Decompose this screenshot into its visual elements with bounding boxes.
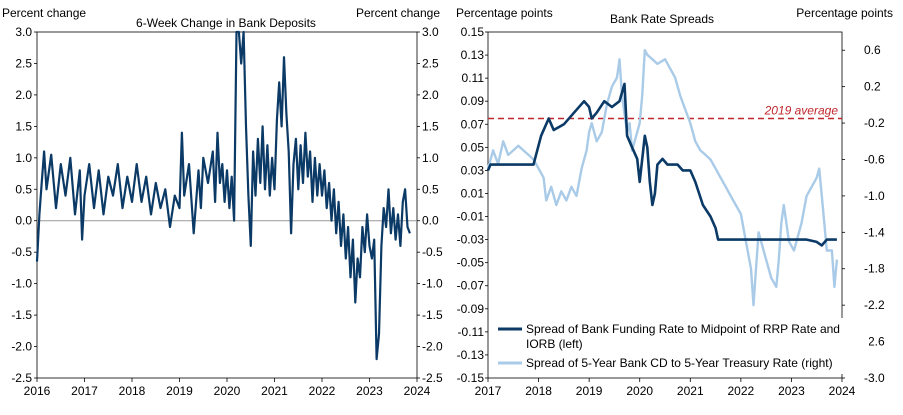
- deposits-right-ticks: 3.0 2.5 2.0 1.5 1.0 0.5 0.0 -0.5 -1.0 -1.5 -2.0 -2.…: [417, 25, 443, 385]
- deposits-right-tick-label: 1.5: [422, 119, 439, 133]
- spreads-legend: Spread of Bank Funding Rate to Midpoint …: [493, 318, 869, 374]
- deposits-left-tick-label: -1.0: [11, 277, 32, 291]
- deposits-right-tick-label: -2.5: [422, 371, 443, 385]
- deposits-chart-panel: 6-Week Change in Bank Deposits Percent c…: [2, 6, 443, 398]
- deposits-left-axis-label: Percent change: [2, 6, 86, 20]
- spreads-right-tick-label: 0.2: [864, 80, 881, 94]
- spreads-left-tick-label: 0.13: [461, 48, 485, 62]
- spreads-x-tick-label: 2020: [626, 384, 653, 398]
- spreads-right-tick-label: -1.0: [864, 189, 885, 203]
- deposits-chart-title: 6-Week Change in Bank Deposits: [136, 16, 316, 30]
- deposits-left-tick-label: 3.0: [15, 25, 32, 39]
- spreads-left-tick-label: 0.15: [461, 25, 485, 39]
- spreads-right-tick-label: -3.0: [864, 371, 885, 385]
- legend-label-cd: Spread of 5-Year Bank CD to 5-Year Treas…: [526, 356, 833, 370]
- spreads-left-tick-label: -0.11: [458, 325, 485, 339]
- spreads-x-tick-label: 2019: [576, 384, 603, 398]
- spreads-x-tick-label: 2018: [525, 384, 552, 398]
- deposits-left-tick-label: 1.5: [15, 119, 32, 133]
- spreads-left-axis-label: Percentage points: [456, 6, 553, 20]
- deposits-right-tick-label: 1.0: [422, 151, 439, 165]
- deposits-x-tick-label: 2022: [309, 384, 336, 398]
- deposits-x-tick-label: 2023: [356, 384, 383, 398]
- spreads-right-ticks: 0.6 0.2 -0.2 -0.6 -1.0 -1.4 -1.8 -2.2 -2.6 -3.0: [842, 43, 885, 385]
- spreads-right-tick-label: -1.4: [864, 225, 885, 239]
- spreads-right-tick-label: -0.6: [864, 152, 885, 166]
- spreads-left-tick-label: 0.01: [461, 186, 485, 200]
- spreads-plot-area: [487, 31, 843, 379]
- spreads-right-tick-label: -0.2: [864, 116, 885, 130]
- deposits-right-tick-label: -1.5: [422, 308, 443, 322]
- spreads-x-tick-label: 2023: [778, 384, 805, 398]
- spreads-x-ticks: 2017 2018 2019 2020 2021 2022 2023 2024: [475, 378, 856, 398]
- spreads-left-tick-label: 0.09: [461, 94, 485, 108]
- spreads-series: [486, 49, 839, 307]
- deposits-right-tick-label: -0.5: [422, 245, 443, 259]
- spreads-x-tick-label: 2024: [829, 384, 856, 398]
- spreads-left-tick-label: -0.15: [457, 371, 485, 385]
- deposits-x-tick-label: 2021: [261, 384, 288, 398]
- deposits-right-tick-label: 2.5: [422, 56, 439, 70]
- deposits-left-ticks: 3.0 2.5 2.0 1.5 1.0 0.5 0.0 -0.5 -1.0 -1.5 -2.0 -2.…: [11, 25, 37, 385]
- spreads-x-tick-label: 2022: [728, 384, 755, 398]
- deposits-x-tick-label: 2017: [71, 384, 98, 398]
- spreads-right-axis-label: Percentage points: [796, 6, 893, 20]
- deposits-x-ticks: 2016 2017 2018 2019 2020 2021 2022 2023 2024: [24, 378, 431, 398]
- deposits-x-tick-label: 2016: [24, 384, 51, 398]
- legend-label-funding: Spread of Bank Funding Rate to Midpoint …: [526, 322, 843, 351]
- deposits-x-tick-label: 2018: [119, 384, 146, 398]
- spreads-left-tick-label: -0.03: [457, 233, 485, 247]
- legend-label-funding-line1: Spread of Bank Funding Rate to Midpoint …: [526, 322, 840, 336]
- spreads-left-tick-label: -0.05: [457, 256, 485, 270]
- deposits-right-tick-label: 2.0: [422, 88, 439, 102]
- deposits-left-tick-label: 2.5: [15, 56, 32, 70]
- legend-label-funding-line2: IORB (left): [526, 337, 583, 351]
- deposits-right-tick-label: 0.0: [422, 214, 439, 228]
- deposits-line-series: [35, 30, 411, 361]
- spreads-right-tick-label: -2.2: [864, 298, 885, 312]
- spreads-reference: 2019 average: [488, 104, 842, 120]
- deposits-right-tick-label: -1.0: [422, 277, 443, 291]
- spreads-chart-panel: Bank Rate Spreads Percentage points Perc…: [456, 6, 893, 398]
- cd-spread-line: [486, 49, 839, 307]
- deposits-x-tick-label: 2019: [166, 384, 193, 398]
- deposits-left-tick-label: -1.5: [11, 308, 32, 322]
- spreads-left-tick-label: -0.13: [457, 348, 485, 362]
- spreads-left-tick-label: 0.11: [462, 71, 485, 85]
- deposits-x-tick-label: 2020: [214, 384, 241, 398]
- deposits-x-tick-label: 2024: [404, 384, 431, 398]
- spreads-right-tick-label: -2.6: [864, 335, 885, 349]
- spreads-left-tick-label: -0.07: [457, 279, 485, 293]
- deposits-left-tick-label: 0.5: [15, 182, 32, 196]
- spreads-right-tick-label: 0.6: [864, 43, 881, 57]
- deposits-left-tick-label: 0.0: [15, 214, 32, 228]
- spreads-left-tick-label: 0.03: [461, 163, 485, 177]
- spreads-left-tick-label: 0.05: [461, 140, 485, 154]
- spreads-left-tick-label: -0.01: [457, 210, 485, 224]
- spreads-left-tick-label: -0.09: [457, 302, 485, 316]
- spreads-chart-title: Bank Rate Spreads: [610, 12, 714, 26]
- deposits-left-tick-label: -2.5: [11, 371, 32, 385]
- spreads-right-tick-label: -1.8: [864, 262, 885, 276]
- spreads-x-tick-label: 2017: [475, 384, 502, 398]
- spreads-left-tick-label: 0.07: [461, 117, 485, 131]
- deposits-right-tick-label: 3.0: [422, 25, 439, 39]
- deposits-right-axis-label: Percent change: [356, 6, 440, 20]
- deposits-left-tick-label: 2.0: [15, 88, 32, 102]
- legend-background: [493, 318, 869, 374]
- deposits-left-tick-label: -0.5: [11, 245, 32, 259]
- deposits-right-tick-label: 0.5: [422, 182, 439, 196]
- deposits-right-tick-label: -2.0: [422, 340, 443, 354]
- spreads-left-ticks: 0.15 0.13 0.11 0.09 0.07 0.05 0.03 0.01 -0.01 -0.…: [457, 25, 488, 385]
- spreads-x-tick-label: 2021: [677, 384, 704, 398]
- reference-line-label: 2019 average: [764, 104, 839, 118]
- deposits-left-tick-label: 1.0: [15, 151, 32, 165]
- deposits-left-tick-label: -2.0: [11, 340, 32, 354]
- deposits-series: [35, 30, 411, 361]
- funding-spread-line: [486, 82, 837, 247]
